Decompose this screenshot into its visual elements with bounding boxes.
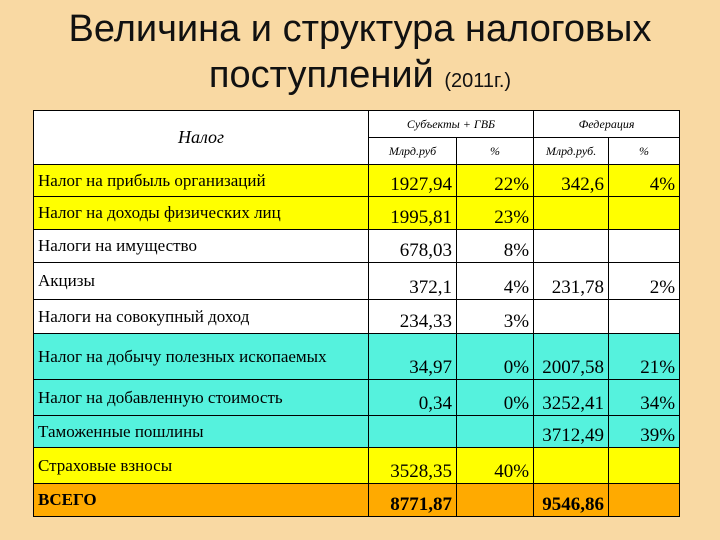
table-row-total: ВСЕГО 8771,87 9546,86 <box>33 483 681 517</box>
title-year: (2011г.) <box>444 70 512 92</box>
header-tax: Налог <box>33 110 369 165</box>
header-group-subjects: Субъекты + ГВБ <box>367 110 535 138</box>
row-subjects-bn: 1927,94 <box>368 164 457 197</box>
row-subjects-pct <box>455 415 535 448</box>
row-name: Налог на добычу полезных ископаемых <box>33 333 369 380</box>
row-subjects-bn: 0,34 <box>368 379 457 416</box>
row-subjects-bn <box>368 415 457 448</box>
row-federation-bn: 9546,86 <box>533 483 610 517</box>
table-row: Налог на прибыль организаций 1927,94 22%… <box>33 164 681 197</box>
page-title: Величина и структура налоговых поступлен… <box>0 6 720 104</box>
row-subjects-bn: 1995,81 <box>368 196 457 230</box>
row-subjects-pct: 8% <box>455 229 535 263</box>
tax-table: Налог Субъекты + ГВБ Федерация Млрд.руб … <box>33 110 681 517</box>
row-federation-bn: 3252,41 <box>533 379 610 416</box>
row-name: Налоги на совокупный доход <box>33 299 369 334</box>
row-subjects-bn: 3528,35 <box>368 447 457 484</box>
row-name: Налог на доходы физических лиц <box>33 196 369 230</box>
header-row-groups: Налог Субъекты + ГВБ Федерация <box>33 110 681 165</box>
row-subjects-pct: 0% <box>455 379 535 416</box>
row-federation-bn: 342,6 <box>533 164 610 197</box>
header-group-federation: Федерация <box>533 110 681 138</box>
row-federation-bn <box>533 196 610 230</box>
row-federation-pct <box>608 229 681 263</box>
header-subjects-pct: % <box>455 137 535 165</box>
row-federation-pct <box>608 196 681 230</box>
table-row: Налог на доходы физических лиц 1995,81 2… <box>33 196 681 230</box>
row-subjects-bn: 234,33 <box>368 299 457 334</box>
row-subjects-pct: 0% <box>455 333 535 380</box>
table-row: Налоги на совокупный доход 234,33 3% <box>33 299 681 334</box>
row-subjects-pct: 22% <box>455 164 535 197</box>
row-subjects-bn: 372,1 <box>368 262 457 300</box>
header-row-units: Млрд.руб % Млрд.руб. % <box>34 137 681 165</box>
row-subjects-pct: 23% <box>455 196 535 230</box>
row-federation-pct <box>608 483 681 517</box>
title-line-2: поступлений (2011г.) <box>0 52 720 104</box>
header-federation-bn: Млрд.руб. <box>533 137 610 165</box>
row-federation-pct: 21% <box>608 333 681 380</box>
row-federation-pct <box>608 447 681 484</box>
table-row: Страховые взносы 3528,35 40% <box>33 447 681 484</box>
row-name: Налоги на имущество <box>33 229 369 263</box>
header-subjects-bn: Млрд.руб <box>368 137 457 165</box>
row-subjects-bn: 34,97 <box>368 333 457 380</box>
table-row: Таможенные пошлины 3712,49 39% <box>33 415 681 448</box>
row-federation-bn: 3712,49 <box>533 415 610 448</box>
row-federation-bn: 231,78 <box>533 262 610 300</box>
row-name: Таможенные пошлины <box>33 415 369 448</box>
title-word: поступлений <box>208 54 434 96</box>
row-name: Налог на прибыль организаций <box>33 164 369 197</box>
row-federation-pct <box>608 299 681 334</box>
row-federation-bn <box>533 447 610 484</box>
table-row: Налоги на имущество 678,03 8% <box>33 229 681 263</box>
row-federation-pct: 34% <box>608 379 681 416</box>
header-federation-pct: % <box>608 137 681 165</box>
table-row: Акцизы 372,1 4% 231,78 2% <box>33 262 681 300</box>
row-federation-pct: 4% <box>608 164 681 197</box>
row-name: Налог на добавленную стоимость <box>33 379 369 416</box>
row-subjects-bn: 678,03 <box>368 229 457 263</box>
row-subjects-bn: 8771,87 <box>368 483 457 517</box>
row-federation-bn: 2007,58 <box>533 333 610 380</box>
row-name: Страховые взносы <box>33 447 369 484</box>
title-line-1: Величина и структура налоговых <box>68 8 652 50</box>
table-row: Налог на добавленную стоимость 0,34 0% 3… <box>33 379 681 416</box>
row-subjects-pct <box>455 483 535 517</box>
row-name: ВСЕГО <box>33 483 369 517</box>
row-subjects-pct: 3% <box>455 299 535 334</box>
row-federation-bn <box>533 299 610 334</box>
row-subjects-pct: 4% <box>455 262 535 300</box>
table-row: Налог на добычу полезных ископаемых 34,9… <box>33 333 681 380</box>
row-federation-pct: 2% <box>608 262 681 300</box>
row-federation-pct: 39% <box>608 415 681 448</box>
row-subjects-pct: 40% <box>455 447 535 484</box>
row-federation-bn <box>533 229 610 263</box>
row-name: Акцизы <box>33 262 369 300</box>
